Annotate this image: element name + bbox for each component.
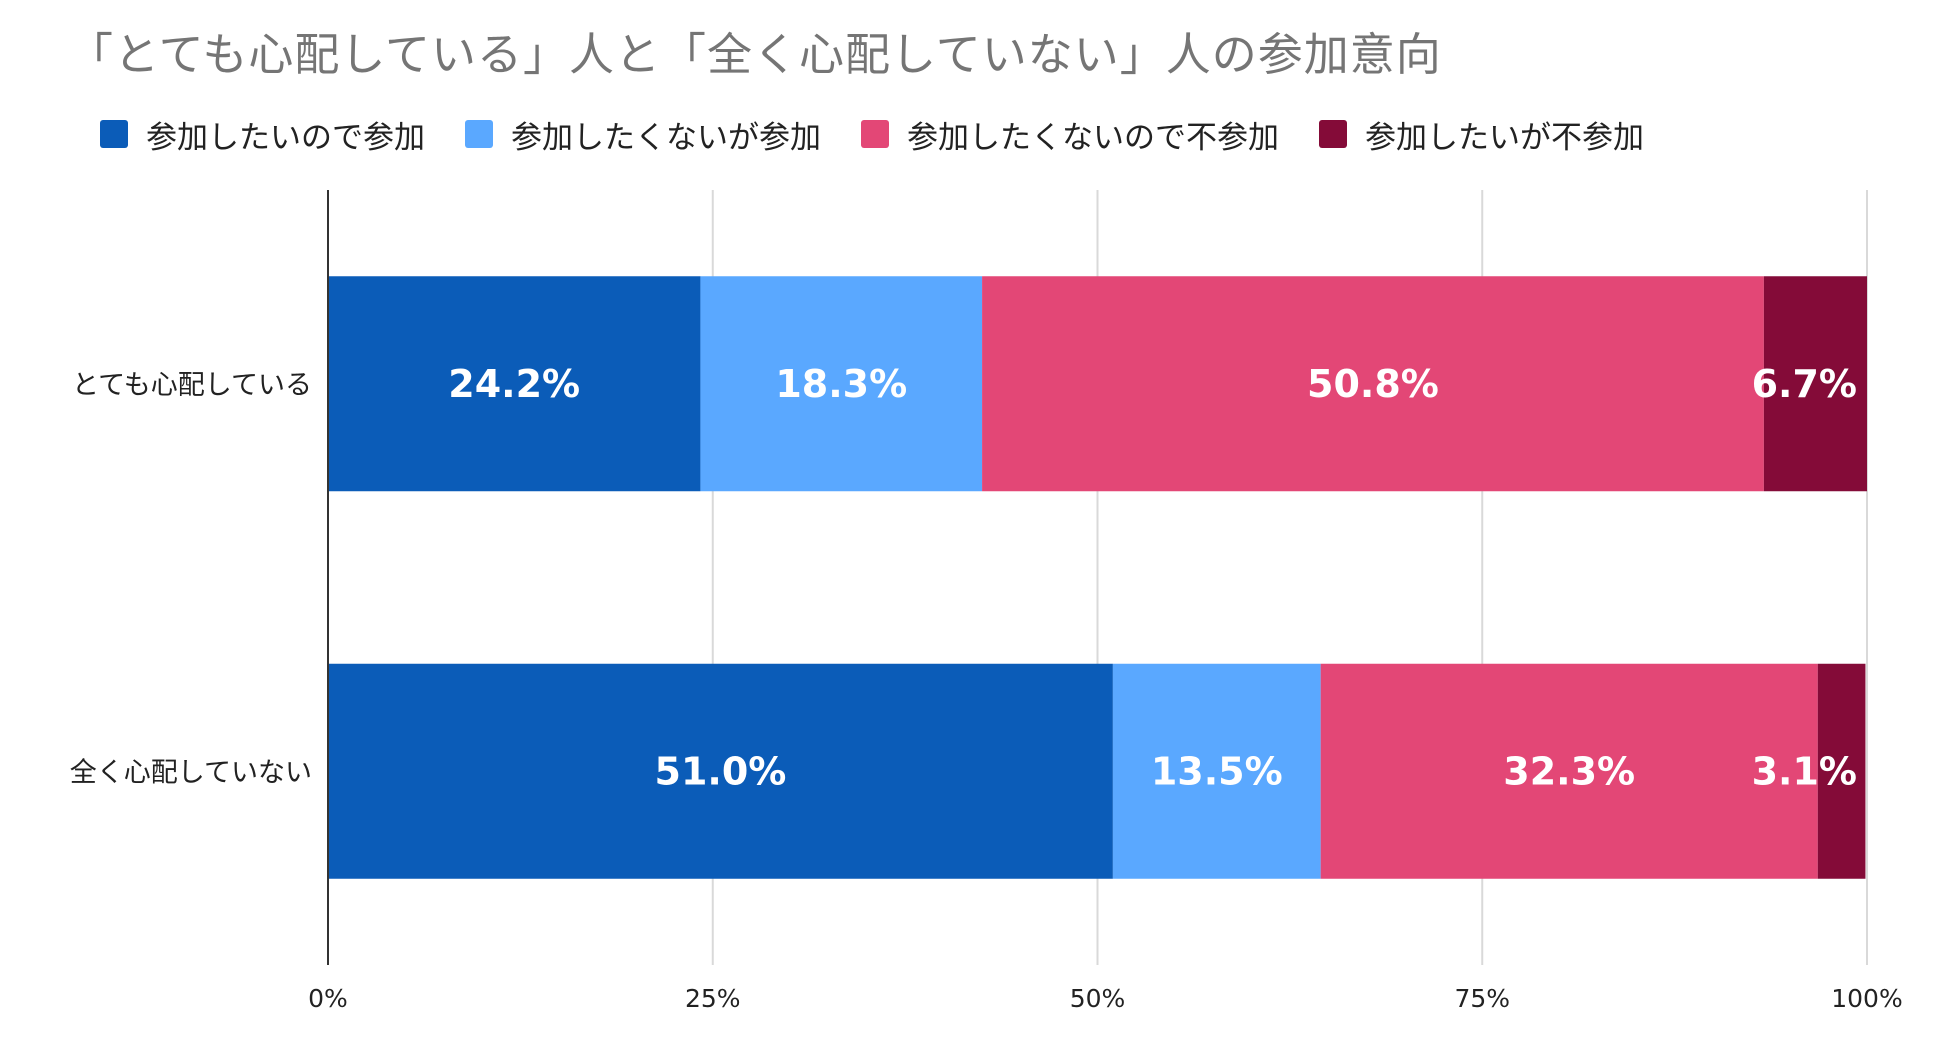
legend-label-series-1: 参加したいので参加	[146, 119, 425, 156]
legend: 参加したいので参加 参加したくないが参加 参加したくないので不参加 参加したいが…	[100, 112, 1684, 156]
x-tick-label-50: 50%	[1070, 984, 1126, 1013]
bar-2-series-1	[328, 663, 1113, 879]
legend-label-series-2: 参加したくないが参加	[511, 119, 821, 156]
legend-item-series-1: 参加したいので参加	[100, 112, 425, 157]
x-tick-label-75: 75%	[1454, 984, 1510, 1013]
legend-item-series-4: 参加したいが不参加	[1319, 112, 1644, 157]
x-tick-label-25: 25%	[685, 984, 741, 1013]
x-tick-label-100: 100%	[1831, 984, 1902, 1013]
bar-2-series-2	[1112, 663, 1321, 879]
legend-label-series-3: 参加したくないので不参加	[907, 119, 1279, 156]
bar-2-series-3	[1320, 663, 1818, 879]
chart-title: 「とても心配している」人と「全く心配していない」人の参加意向	[68, 28, 1442, 81]
legend-swatch-series-2	[465, 120, 493, 148]
legend-swatch-series-4	[1319, 120, 1347, 148]
bar-1-series-2	[700, 276, 983, 492]
category-label-2: 全く心配していない	[70, 757, 312, 788]
data-label-2-series-2: 13.5%	[1151, 749, 1283, 793]
data-label-2-series-4: 3.1%	[1752, 749, 1857, 793]
legend-label-series-4: 参加したいが不参加	[1365, 119, 1644, 156]
bar-1-series-1	[328, 276, 701, 492]
category-label-1: とても心配している	[72, 370, 312, 401]
data-label-2-series-1: 51.0%	[655, 749, 787, 793]
legend-item-series-3: 参加したくないので不参加	[861, 112, 1279, 157]
legend-item-series-2: 参加したくないが参加	[465, 112, 821, 157]
bar-1-series-3	[982, 276, 1764, 492]
data-label-1-series-1: 24.2%	[448, 362, 580, 406]
legend-swatch-series-1	[100, 120, 128, 148]
data-label-1-series-4: 6.7%	[1752, 362, 1857, 406]
data-label-2-series-3: 32.3%	[1503, 749, 1635, 793]
data-label-1-series-2: 18.3%	[775, 362, 907, 406]
x-tick-label-0: 0%	[308, 984, 348, 1013]
bar-1-series-4	[1763, 276, 1867, 492]
data-label-1-series-3: 50.8%	[1307, 362, 1439, 406]
legend-swatch-series-3	[861, 120, 889, 148]
bar-2-series-4	[1817, 663, 1866, 879]
